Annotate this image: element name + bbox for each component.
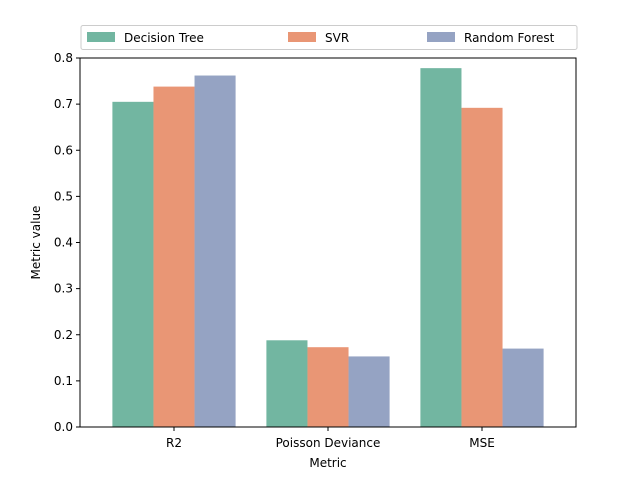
legend-frame — [80, 25, 578, 50]
legend-label: Decision Tree — [124, 31, 204, 45]
y-tick-label: 0.8 — [54, 51, 73, 65]
legend-label: SVR — [325, 31, 349, 45]
bar-decision-tree-poisson-deviance — [266, 340, 308, 427]
y-tick-label: 0.4 — [54, 236, 73, 250]
x-tick-label: MSE — [469, 436, 495, 450]
bar-svr-poisson-deviance — [307, 347, 349, 427]
y-tick-label: 0.3 — [54, 282, 73, 296]
y-tick-label: 0.1 — [54, 374, 73, 388]
x-axis: R2 Poisson Deviance MSE — [166, 427, 495, 450]
x-axis-title: Metric — [309, 456, 346, 470]
bar-svr-r2 — [153, 86, 195, 427]
y-tick-label: 0.2 — [54, 328, 73, 342]
x-tick-label: R2 — [166, 436, 182, 450]
legend-swatch — [288, 32, 316, 42]
bar-svr-mse — [461, 107, 503, 427]
legend-swatch — [87, 32, 115, 42]
bar-decision-tree-mse — [420, 68, 462, 428]
bar-random-forest-mse — [502, 348, 544, 427]
bar-decision-tree-r2 — [112, 101, 154, 427]
y-axis: 0.0 0.1 0.2 0.3 0.4 0.5 0.6 0.7 0.8 — [54, 51, 80, 434]
bar-random-forest-r2 — [194, 75, 236, 427]
y-tick-label: 0.5 — [54, 189, 73, 203]
legend-swatch — [427, 32, 455, 42]
legend: Decision Tree SVR Random Forest — [80, 25, 578, 50]
y-axis-title: Metric value — [29, 206, 43, 280]
legend-label: Random Forest — [464, 31, 555, 45]
y-tick-label: 0.0 — [54, 420, 73, 434]
y-tick-label: 0.6 — [54, 143, 73, 157]
bars-group — [112, 68, 544, 428]
y-tick-label: 0.7 — [54, 97, 73, 111]
bar-random-forest-poisson-deviance — [348, 356, 390, 427]
x-tick-label: Poisson Deviance — [276, 436, 381, 450]
